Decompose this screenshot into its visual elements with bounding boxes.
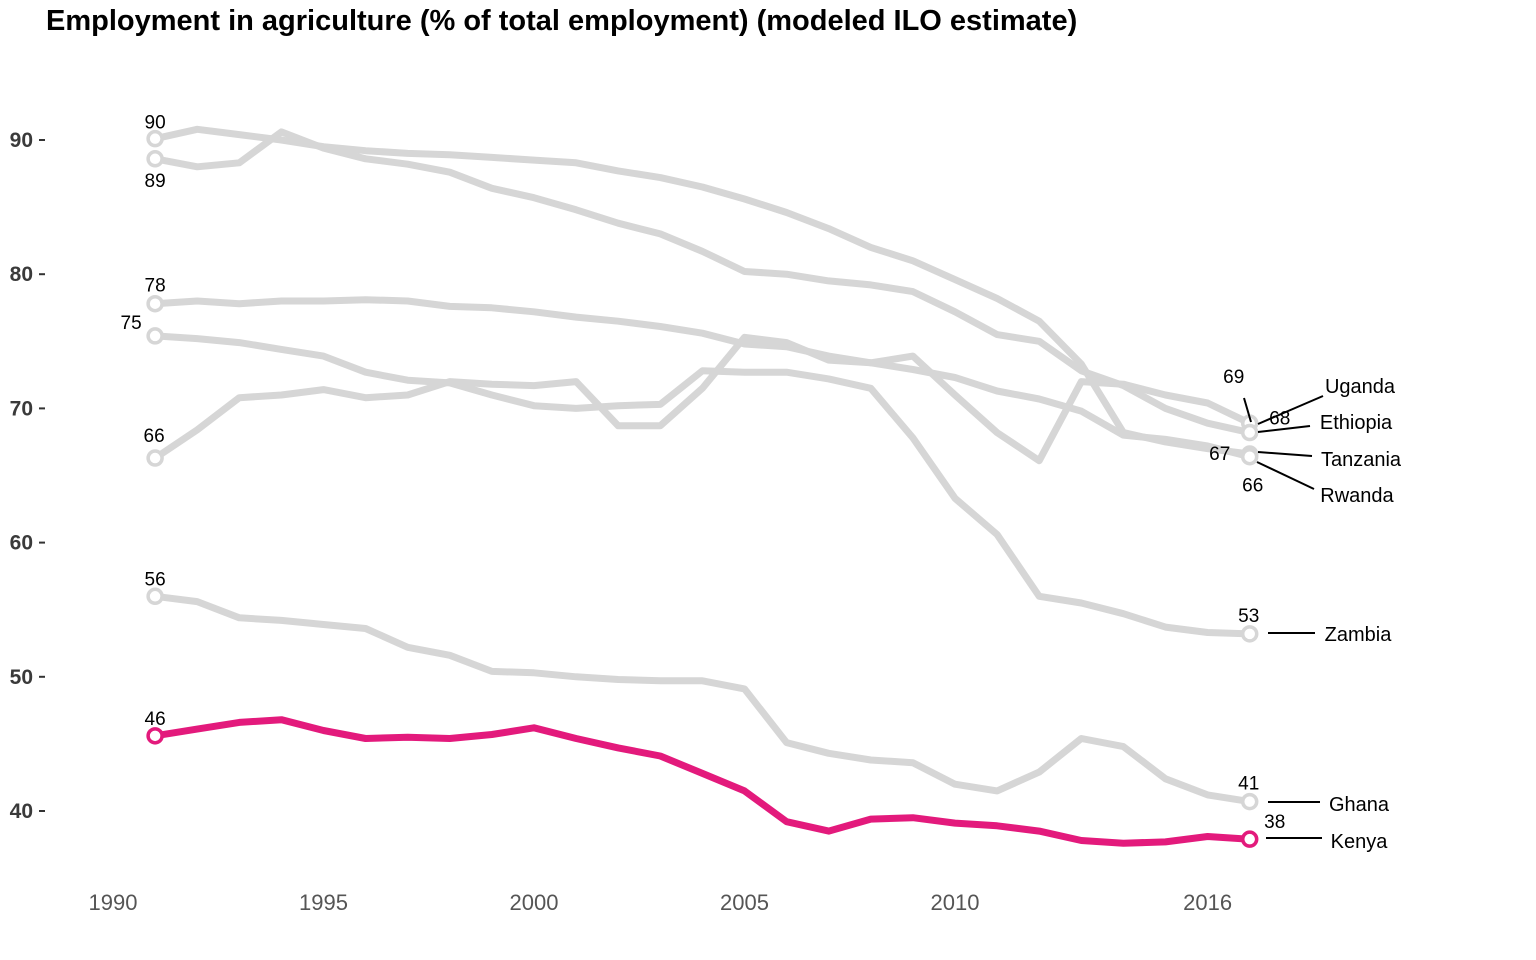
- start-marker-ghana: [146, 587, 164, 606]
- country-label-ethiopia: Ethiopia: [1320, 412, 1393, 434]
- series-lines: [151, 125, 1254, 847]
- start-marker-zambia: [146, 327, 164, 345]
- end-marker-rwanda: [1240, 447, 1259, 466]
- start-value-label-zambia: 75: [121, 313, 142, 334]
- end-value-label-zambia: 53: [1238, 606, 1259, 627]
- y-axis: 40 50 60 70 80 90: [10, 129, 45, 823]
- value-labels: 66 69 89 68 90 67 78 66 75 53 56 41 46 38: [121, 113, 1291, 834]
- start-marker-tanzania: [146, 129, 164, 148]
- leader-line-ethiopia: [1257, 425, 1311, 433]
- leader-lines: [1243, 395, 1324, 839]
- end-marker-ghana: [1240, 792, 1259, 811]
- country-labels: Uganda Ethiopia Tanzania Rwanda Zambia Ghana K…: [1320, 376, 1402, 853]
- start-value-label-kenya: 46: [145, 709, 166, 730]
- series-line-kenya: [151, 716, 1254, 847]
- leader-line-uganda: [1257, 395, 1324, 425]
- x-tick-label-1990: 1990: [89, 890, 138, 915]
- country-label-zambia: Zambia: [1325, 624, 1393, 646]
- end-marker-zambia: [1240, 625, 1259, 643]
- x-tick-label-2000: 2000: [510, 890, 559, 915]
- start-value-label-tanzania: 90: [145, 113, 166, 134]
- end-value-label-tanzania: 67: [1209, 444, 1230, 465]
- endpoint-markers: [146, 129, 1259, 848]
- y-tick-label-70: 70: [10, 397, 33, 420]
- y-tick-label-90: 90: [10, 129, 33, 152]
- end-value-label-rwanda: 66: [1242, 476, 1263, 497]
- start-value-label-ethiopia: 89: [145, 171, 166, 192]
- end-value-label-kenya: 38: [1264, 812, 1285, 833]
- country-label-ghana: Ghana: [1329, 794, 1390, 816]
- series-line-tanzania: [151, 125, 1254, 458]
- start-marker-kenya: [146, 727, 164, 745]
- country-label-tanzania: Tanzania: [1321, 449, 1402, 471]
- series-line-rwanda: [151, 296, 1254, 461]
- y-tick-label-60: 60: [10, 532, 33, 555]
- x-tick-label-1995: 1995: [299, 890, 348, 915]
- end-value-label-ghana: 41: [1238, 774, 1259, 795]
- y-tick-label-50: 50: [10, 666, 33, 689]
- start-marker-rwanda: [146, 294, 164, 313]
- series-line-ghana: [151, 592, 1254, 806]
- value-leader-uganda: [1243, 397, 1252, 423]
- start-value-label-ghana: 56: [145, 569, 166, 590]
- leader-line-rwanda: [1256, 461, 1315, 490]
- country-label-kenya: Kenya: [1331, 831, 1389, 853]
- series-line-ethiopia: [151, 128, 1254, 437]
- x-tick-label-2005: 2005: [720, 890, 769, 915]
- y-tick-label-80: 80: [10, 263, 33, 286]
- x-axis: 1990 1995 2000 2005 2010 2016: [89, 890, 1233, 915]
- end-value-label-ethiopia: 68: [1269, 409, 1290, 430]
- x-tick-label-2016: 2016: [1183, 890, 1232, 915]
- x-tick-label-2010: 2010: [931, 890, 980, 915]
- country-label-uganda: Uganda: [1325, 376, 1396, 398]
- end-value-label-uganda: 69: [1223, 367, 1244, 388]
- start-marker-uganda: [146, 449, 164, 467]
- start-value-label-uganda: 66: [144, 426, 165, 447]
- end-marker-kenya: [1240, 830, 1259, 848]
- start-value-label-rwanda: 78: [145, 276, 166, 297]
- series-line-zambia: [151, 332, 1254, 638]
- end-marker-ethiopia: [1240, 423, 1259, 442]
- y-tick-label-40: 40: [10, 800, 33, 823]
- start-marker-ethiopia: [146, 150, 164, 168]
- leader-line-tanzania: [1257, 451, 1313, 457]
- chart-title: Employment in agriculture (% of total em…: [46, 5, 1077, 37]
- country-label-rwanda: Rwanda: [1320, 485, 1394, 507]
